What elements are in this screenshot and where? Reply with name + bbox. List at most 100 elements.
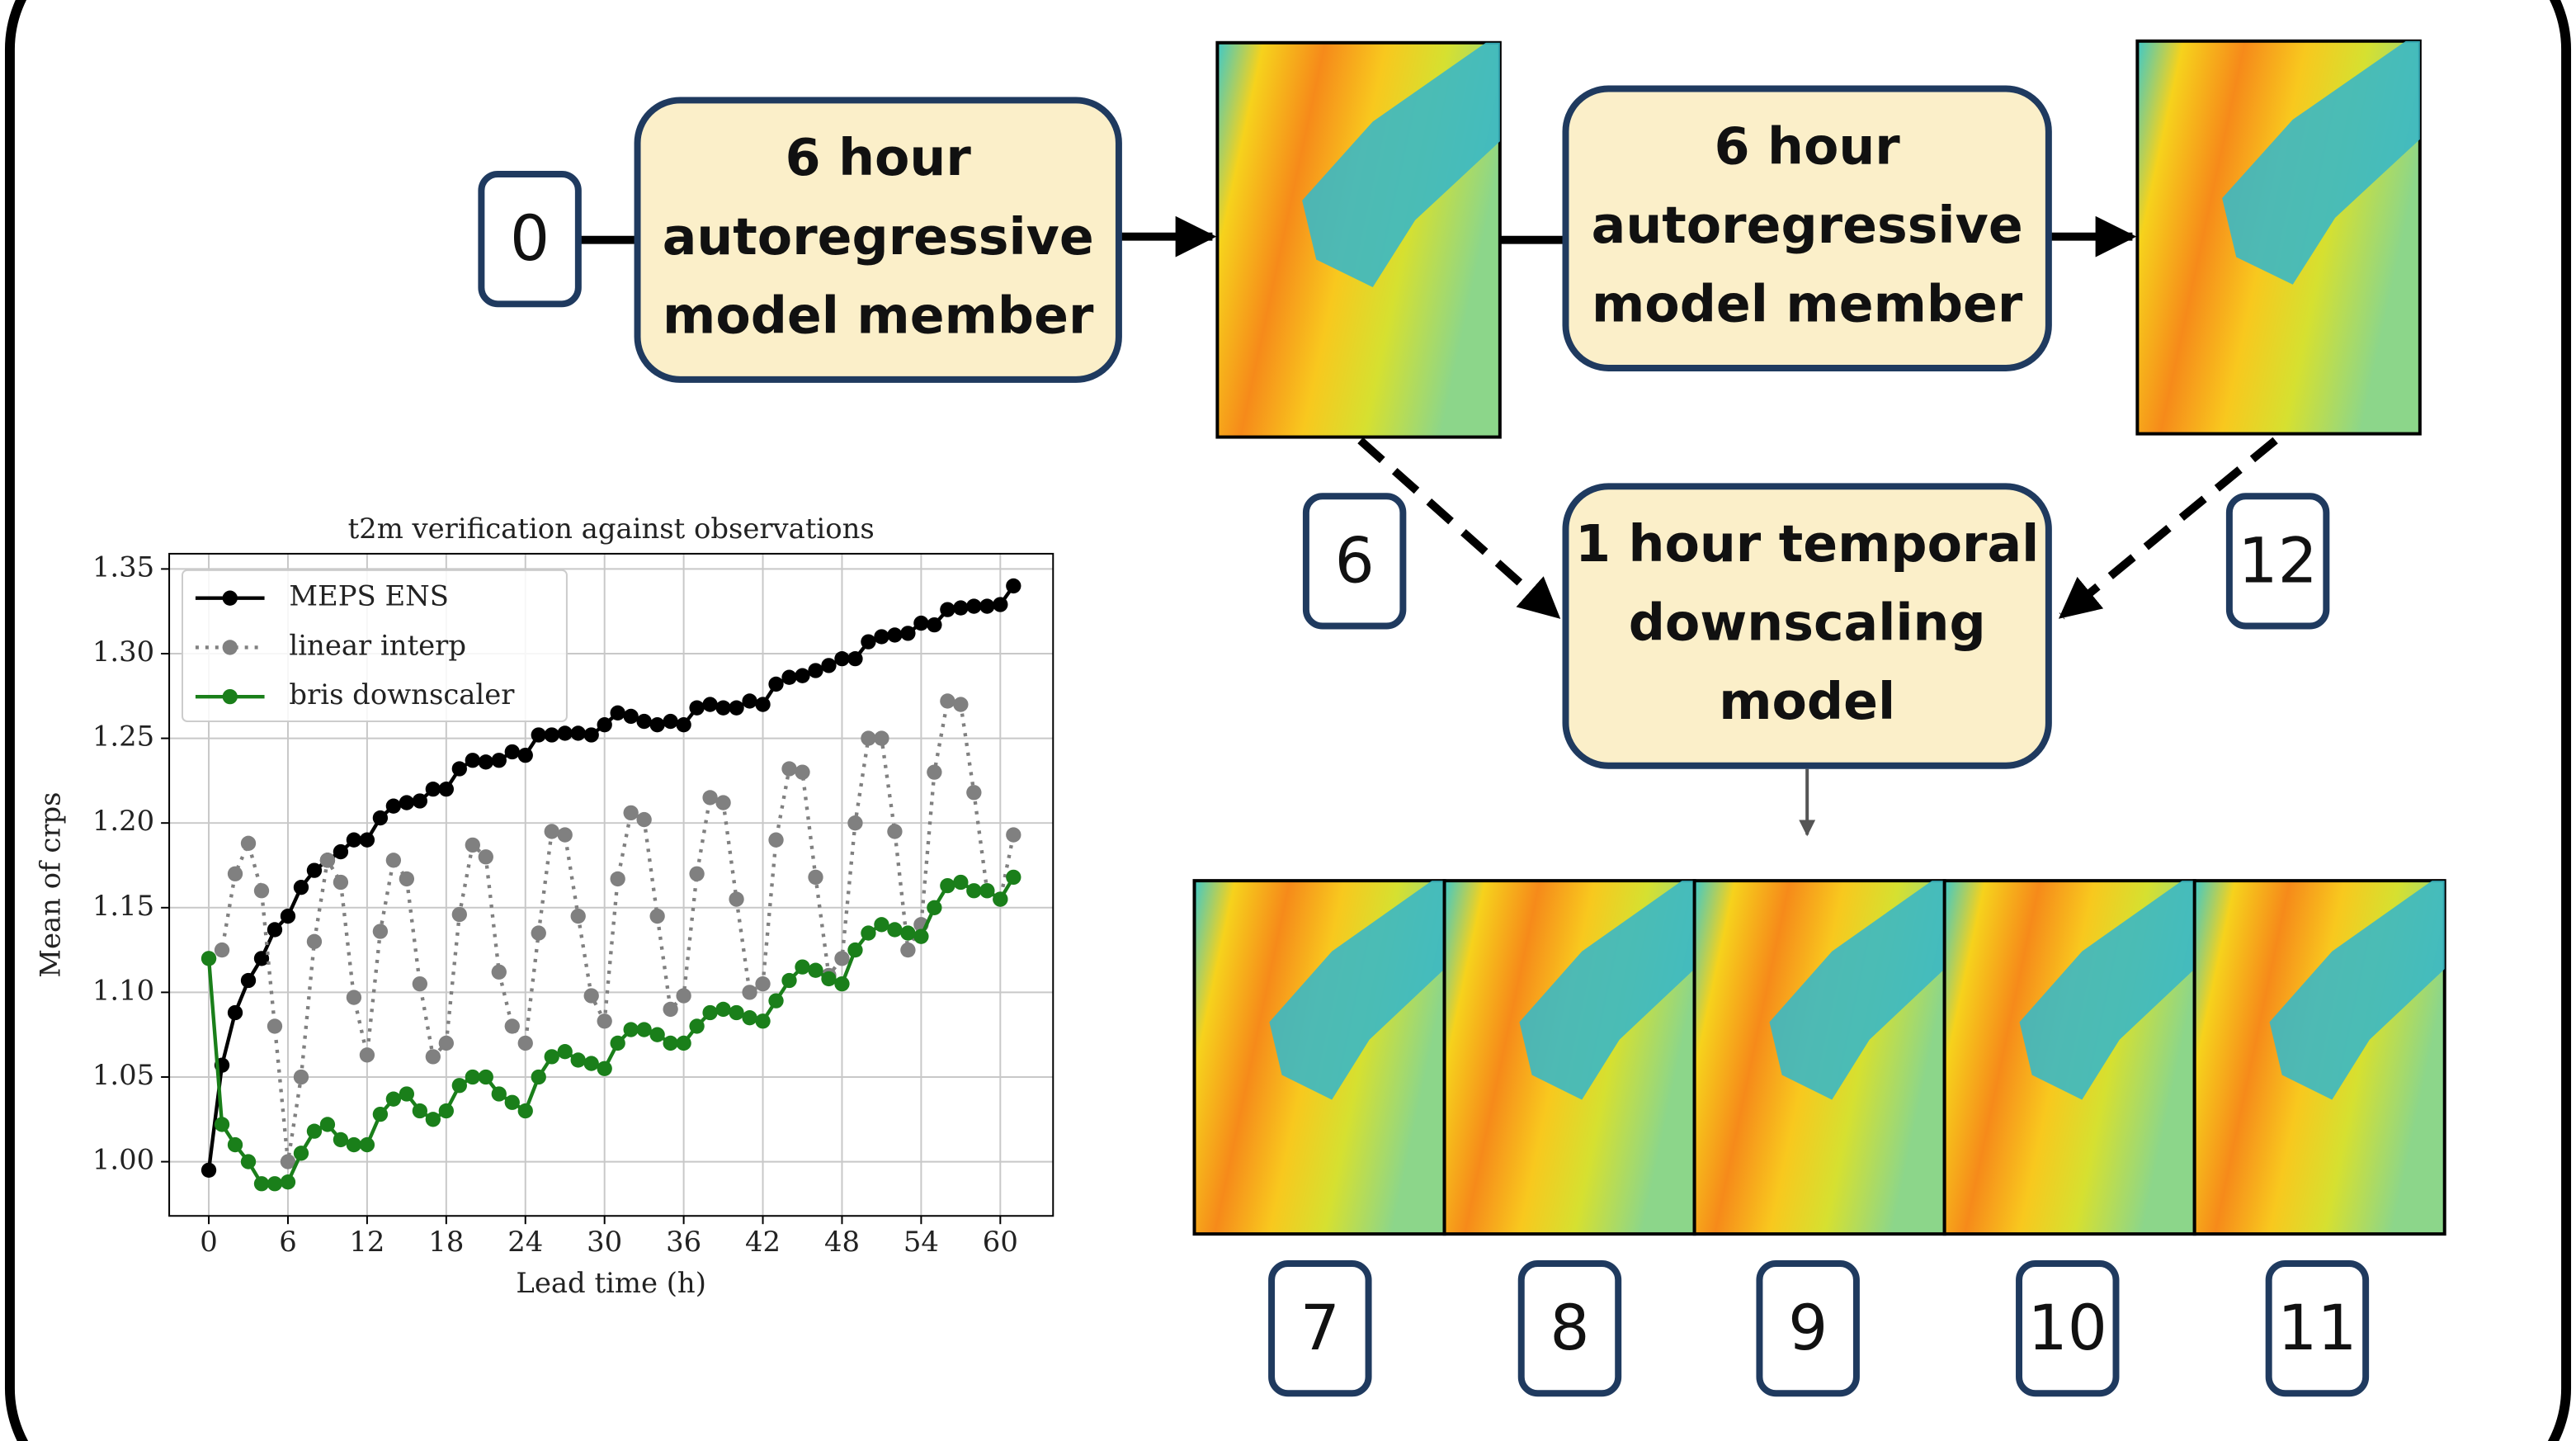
step-label: 6 xyxy=(1335,524,1375,597)
step-box xyxy=(1756,1260,1860,1397)
y-tick-label: 1.15 xyxy=(92,890,154,922)
series-marker xyxy=(676,988,691,1004)
series-marker xyxy=(372,810,389,826)
legend-marker xyxy=(222,640,238,655)
series-marker xyxy=(597,1061,612,1076)
box-label: model xyxy=(1719,672,1895,731)
series-marker xyxy=(491,753,507,768)
series-marker xyxy=(702,790,718,806)
series-marker xyxy=(438,781,454,797)
series-marker xyxy=(359,1047,375,1063)
step-label: 8 xyxy=(1550,1292,1589,1364)
map-land xyxy=(2019,881,2195,1100)
series-marker xyxy=(293,880,309,895)
series-marker xyxy=(385,1091,402,1107)
series-marker xyxy=(412,1103,428,1119)
series-marker xyxy=(847,942,863,958)
series-marker xyxy=(306,1123,323,1139)
series-marker xyxy=(808,663,823,678)
model-box xyxy=(1562,483,2052,769)
series-marker xyxy=(676,1035,691,1051)
y-tick-label: 1.30 xyxy=(92,635,154,668)
series-marker xyxy=(821,971,837,987)
series-marker xyxy=(834,951,850,966)
series-marker xyxy=(451,761,467,777)
plot-frame xyxy=(168,552,1054,1217)
step-box xyxy=(1302,493,1407,630)
series-marker xyxy=(253,883,270,899)
series-marker xyxy=(306,933,323,949)
series-marker xyxy=(557,725,573,741)
map-land xyxy=(1269,881,1445,1100)
x-tick-label: 18 xyxy=(428,1226,464,1258)
series-marker xyxy=(346,1136,362,1153)
series-marker xyxy=(993,597,1008,612)
series-marker xyxy=(319,853,336,868)
series-marker xyxy=(795,959,810,975)
step-box xyxy=(2225,493,2330,630)
series-marker xyxy=(504,1018,520,1034)
series-marker xyxy=(636,1022,652,1037)
series-marker xyxy=(927,900,942,915)
series-marker xyxy=(280,1154,296,1169)
series-marker xyxy=(993,891,1008,907)
series-marker xyxy=(900,925,916,941)
series-marker xyxy=(874,629,889,645)
series-marker xyxy=(636,811,652,828)
series-marker xyxy=(201,1162,217,1179)
series-marker xyxy=(623,708,639,725)
series-marker xyxy=(214,942,230,958)
series-marker xyxy=(861,634,876,650)
series-marker xyxy=(755,1013,771,1029)
series-marker xyxy=(531,925,546,941)
arrows xyxy=(578,215,2278,837)
chart: t2m verification against observations 1.0… xyxy=(35,513,1054,1299)
series-marker xyxy=(517,1035,533,1051)
series-marker xyxy=(319,1117,336,1132)
series-marker xyxy=(610,1035,625,1051)
box-label: downscaling xyxy=(1629,593,1986,653)
legend-marker xyxy=(222,688,238,705)
series-marker xyxy=(702,697,718,712)
map-land xyxy=(2269,881,2445,1100)
series-marker xyxy=(623,1022,639,1037)
series-marker xyxy=(267,1176,283,1192)
x-tick-label: 30 xyxy=(587,1226,622,1258)
series-marker xyxy=(333,874,349,891)
series-marker xyxy=(583,727,599,743)
step-label: 0 xyxy=(510,202,550,275)
box-label: 6 hour xyxy=(786,128,972,187)
frame xyxy=(5,0,2571,1441)
series-marker xyxy=(425,1112,441,1127)
series-marker xyxy=(874,917,889,933)
x-tick-label: 12 xyxy=(349,1226,385,1258)
series-marker xyxy=(808,962,823,978)
series-marker xyxy=(900,626,916,641)
map-land xyxy=(2222,40,2420,285)
series-marker xyxy=(913,928,929,944)
box-label: model member xyxy=(1592,274,2023,333)
step-label: 10 xyxy=(2028,1292,2107,1364)
diagram: 6 hour autoregressive model member 6 hour au… xyxy=(478,85,2370,1397)
x-tick-label: 48 xyxy=(824,1226,860,1258)
series-marker xyxy=(227,866,243,881)
series-marker xyxy=(953,697,969,712)
series-marker xyxy=(610,871,625,887)
series-marker xyxy=(953,600,969,616)
series-marker xyxy=(227,1004,243,1021)
series-marker xyxy=(887,627,903,643)
y-tick-label: 1.10 xyxy=(92,974,154,1006)
series-marker xyxy=(795,668,810,683)
box-label: 1 hour temporal xyxy=(1575,514,2039,574)
series-marker xyxy=(267,1018,283,1034)
model-box xyxy=(634,97,1122,383)
x-axis-label: Lead time (h) xyxy=(516,1267,706,1299)
y-tick-label: 1.05 xyxy=(92,1059,154,1091)
series-marker xyxy=(557,1044,573,1060)
series-marker xyxy=(768,993,784,1009)
series-marker xyxy=(214,1117,230,1132)
series-marker xyxy=(359,832,375,848)
series-marker xyxy=(425,1049,441,1065)
series-marker xyxy=(663,713,678,730)
series-marker xyxy=(544,727,559,743)
